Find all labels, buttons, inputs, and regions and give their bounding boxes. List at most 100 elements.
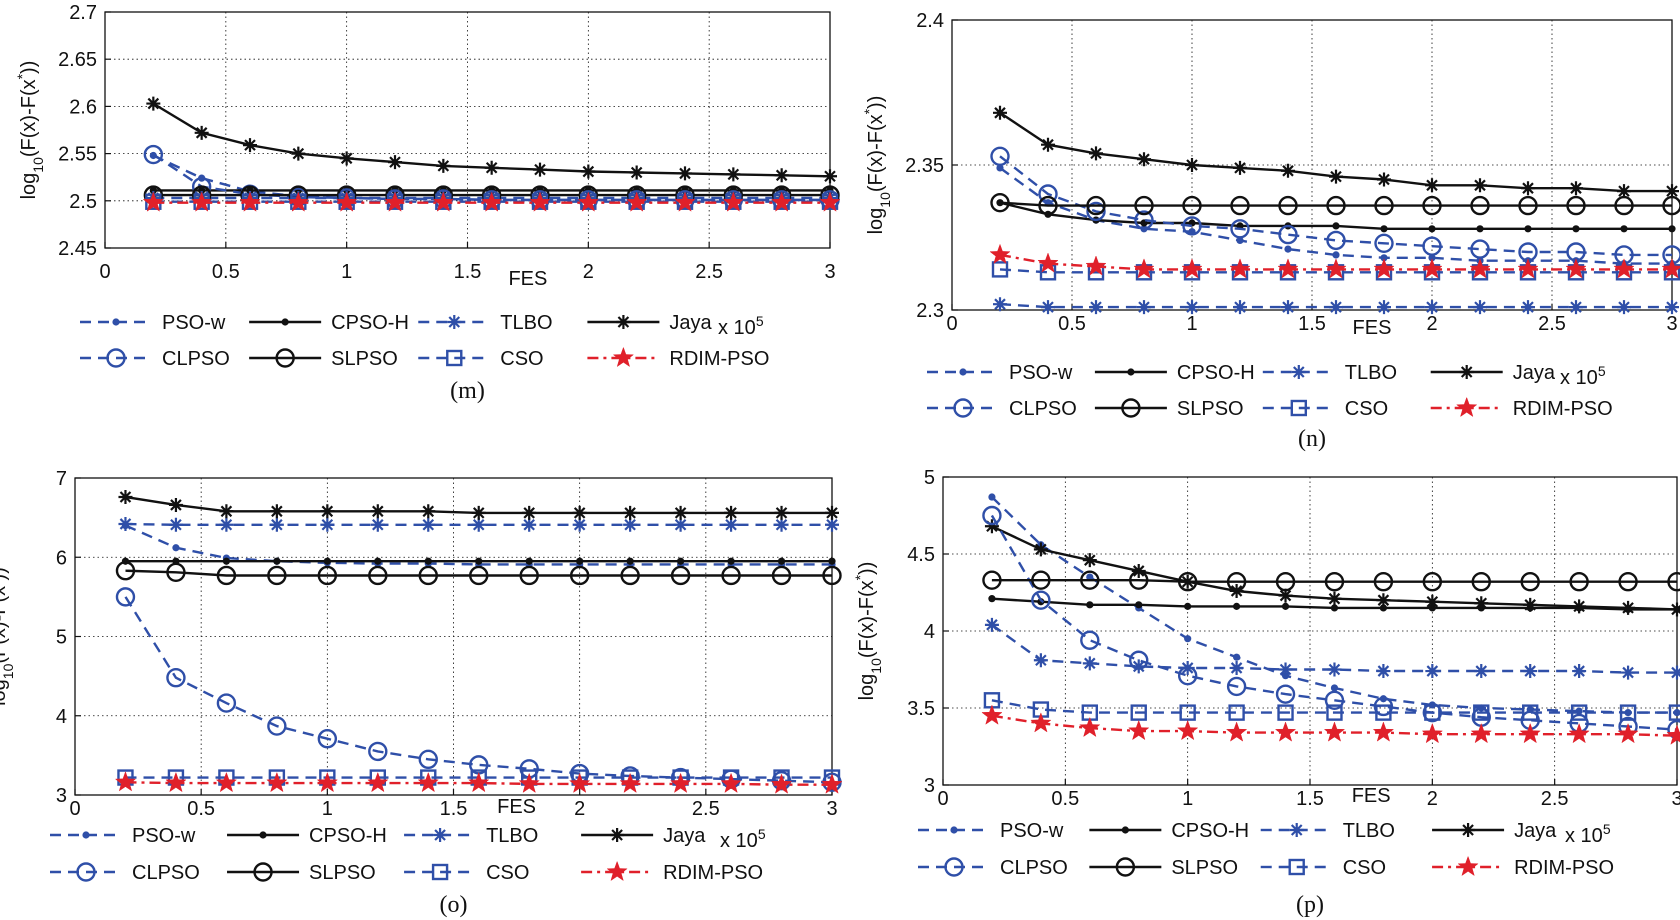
legend-entry: Jaya [1432, 820, 1557, 842]
data-point [1470, 239, 1490, 259]
x-tick-label: 1 [322, 798, 333, 820]
y-tick-label: 6 [56, 547, 67, 569]
legend-entry: RDIM-PSO [1432, 855, 1614, 879]
legend-entry: TLBO [404, 825, 538, 847]
y-axis-label-part: * [852, 574, 868, 580]
legend-entry: CPSO-H [1089, 820, 1249, 842]
data-point [1469, 258, 1491, 279]
data-point [1038, 195, 1058, 216]
data-point [1137, 152, 1151, 167]
legend-marker [610, 828, 625, 842]
chart-panel: 0 0.5 1 1.5 2 2.5 3 2.3 2.35 2.4 FES log10(F(x)-F(x… [861, 10, 1680, 452]
series-jaya [118, 490, 839, 520]
series-clpso [115, 587, 842, 793]
series-line [991, 579, 1677, 583]
data-point [215, 771, 238, 793]
data-point [1326, 230, 1346, 251]
data-point [572, 517, 587, 532]
series-cpso-h [996, 199, 1676, 233]
data-point [673, 517, 688, 532]
data-point [1086, 201, 1106, 222]
legend-entry: RDIM-PSO [587, 346, 769, 370]
legend-label: CPSO-H [309, 825, 387, 847]
series-tlbo [118, 516, 839, 532]
x-tick-label: 1 [1182, 788, 1193, 810]
data-point [1569, 572, 1589, 592]
x-tick-label: 1.5 [1296, 788, 1324, 810]
y-tick-label: 2.35 [905, 155, 944, 177]
data-point [1474, 596, 1489, 611]
data-point [432, 191, 455, 212]
legend-marker [1127, 368, 1135, 376]
chart-panel: 0 0.5 1 1.5 2 2.5 3 3 4 5 6 7 FES log10(F(x)-F(x*)) x … [0, 468, 843, 918]
legend-label: PSO-w [162, 312, 226, 334]
data-point [1372, 721, 1395, 742]
y-tick-label: 7 [56, 468, 67, 490]
data-point [629, 165, 644, 180]
data-point [1332, 222, 1340, 230]
y-tick-label: 5 [56, 627, 67, 649]
legend-marker [433, 828, 448, 842]
legend-entry: TLBO [1262, 362, 1397, 384]
data-point [1137, 300, 1151, 315]
data-point [984, 519, 999, 534]
data-point [1568, 722, 1590, 744]
data-point [1129, 650, 1149, 670]
legend-label: TLBO [1343, 820, 1395, 842]
data-point [1614, 195, 1634, 216]
data-point [1523, 597, 1538, 612]
data-point [243, 138, 257, 153]
data-point [726, 167, 741, 182]
x-unit-base: x 10 [718, 317, 756, 339]
series-rdim-pso [142, 191, 841, 212]
data-point [370, 517, 385, 532]
legend-entry: PSO-w [50, 825, 196, 847]
data-point [774, 168, 789, 183]
x-tick-label: 1.5 [1298, 313, 1326, 335]
data-point [339, 151, 354, 166]
legend-marker [606, 860, 628, 882]
x-unit-base: x 10 [1560, 367, 1598, 389]
data-point [374, 557, 382, 565]
data-point [1037, 252, 1059, 273]
data-point [1376, 593, 1391, 608]
data-point [1181, 258, 1203, 279]
data-point [115, 561, 136, 581]
data-point [990, 192, 1010, 213]
legend-label: TLBO [1345, 362, 1397, 384]
series-jaya [146, 96, 837, 184]
legend-entry: RDIM-PSO [581, 860, 763, 884]
data-point [770, 191, 793, 212]
data-point [724, 517, 739, 532]
data-point [368, 741, 388, 762]
data-point [1668, 225, 1676, 233]
legend-label: SLPSO [1171, 857, 1238, 879]
data-point [316, 771, 339, 793]
legend-entry: SLPSO [249, 348, 398, 370]
data-point [1082, 553, 1097, 568]
data-point [1517, 258, 1539, 279]
data-point [996, 199, 1004, 207]
data-point [1085, 255, 1107, 276]
y-axis-label-part: log [865, 208, 887, 235]
data-point [1422, 236, 1442, 256]
data-point [626, 557, 634, 565]
x-unit-base: x 10 [720, 830, 758, 852]
data-point [1470, 722, 1492, 744]
legend-marker [1289, 823, 1304, 837]
data-point [1662, 195, 1680, 216]
series-line [991, 623, 1677, 674]
data-point [1330, 604, 1339, 612]
panel-caption: (p) [1296, 892, 1324, 918]
y-axis-label-part: * [14, 73, 30, 79]
data-point [1566, 195, 1586, 216]
x-tick-label: 2 [583, 261, 594, 283]
data-point [1572, 599, 1587, 614]
data-point [1079, 716, 1101, 738]
data-point [166, 668, 186, 688]
y-tick-label: 2.5 [69, 191, 97, 213]
data-point [1326, 195, 1346, 216]
y-tick-label: 4 [56, 706, 67, 728]
legend-label: PSO-w [132, 825, 196, 847]
